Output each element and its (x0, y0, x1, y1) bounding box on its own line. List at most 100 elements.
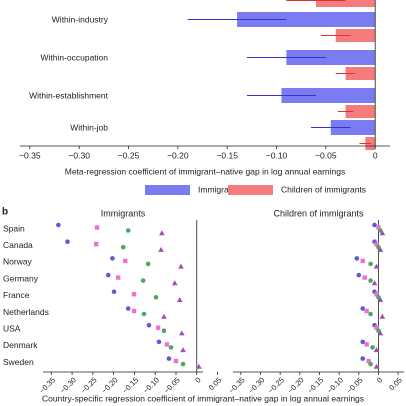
bar (286, 50, 376, 65)
marker (161, 313, 167, 319)
marker (366, 358, 371, 364)
legend-swatch (145, 185, 190, 195)
marker (196, 363, 202, 369)
marker (372, 222, 377, 228)
marker (374, 292, 379, 297)
marker (377, 297, 384, 302)
marker (173, 358, 179, 364)
x-tick-label: 0 (373, 150, 378, 160)
x-axis-label: Country-specific regression coefficient … (42, 393, 364, 403)
marker (373, 347, 380, 353)
marker (354, 256, 360, 261)
category-label: Denmark (3, 340, 38, 350)
marker (176, 297, 183, 302)
marker (179, 330, 185, 336)
marker (378, 228, 383, 233)
category-label: Germany (3, 273, 39, 283)
marker (370, 345, 375, 350)
legend-label: Children of immigrants (281, 184, 366, 194)
marker (360, 339, 366, 345)
marker (155, 325, 161, 330)
marker (364, 342, 369, 347)
marker (364, 308, 369, 314)
bar (316, 0, 376, 7)
marker (125, 228, 131, 233)
category-label: Within-industry (52, 14, 109, 24)
panel-title: Children of immigrants (273, 208, 364, 218)
marker (374, 325, 379, 330)
bar (335, 29, 376, 42)
x-tick-label: −0.10 (266, 150, 288, 160)
x-tick-label: −0.25 (118, 150, 140, 160)
marker (65, 239, 70, 244)
marker (171, 280, 178, 286)
marker (131, 292, 137, 297)
bar (330, 120, 376, 135)
marker (153, 295, 159, 300)
category-label: Canada (3, 240, 33, 250)
legend-swatch (228, 185, 273, 195)
marker (120, 244, 126, 250)
category-label: Within-occupation (40, 52, 108, 62)
marker (116, 275, 121, 280)
marker (368, 361, 373, 367)
marker (379, 313, 386, 319)
marker (164, 342, 170, 347)
marker (93, 242, 99, 247)
category-label: Netherlands (3, 307, 49, 317)
marker (377, 246, 384, 252)
marker (376, 328, 381, 334)
marker (379, 230, 386, 236)
x-tick-label: −0.15 (216, 150, 238, 160)
marker (373, 363, 380, 369)
marker (180, 361, 186, 367)
marker (141, 311, 147, 317)
x-tick-label: −0.30 (68, 150, 90, 160)
marker (178, 263, 184, 269)
marker (376, 225, 381, 230)
marker (356, 272, 362, 278)
marker (94, 225, 100, 230)
marker (156, 339, 162, 345)
x-tick-label: −0.35 (19, 150, 41, 160)
x-tick-label: 0.05 (207, 375, 224, 392)
marker (368, 261, 373, 267)
marker (376, 295, 381, 300)
category-label: USA (3, 323, 21, 333)
bar (345, 105, 376, 118)
marker (158, 246, 164, 252)
category-label: Spain (3, 223, 25, 233)
bar (237, 12, 376, 27)
x-tick-label: 0 (193, 375, 202, 384)
x-tick-label: −0.20 (167, 150, 189, 160)
marker (131, 308, 137, 314)
marker (125, 306, 131, 311)
x-tick-label: 0.05 (387, 375, 404, 392)
marker (371, 280, 378, 286)
marker (110, 256, 115, 261)
marker (159, 230, 165, 236)
marker (360, 356, 366, 361)
marker (123, 258, 128, 264)
category-label: Sweden (3, 357, 34, 367)
category-label: Within-job (70, 122, 108, 132)
bar (345, 67, 376, 80)
marker (105, 272, 111, 278)
panel-label: b (2, 207, 8, 218)
marker (373, 263, 380, 269)
marker (377, 330, 384, 336)
category-label: Norway (3, 257, 33, 267)
marker (146, 322, 152, 328)
marker (140, 278, 146, 283)
panel-title: Immigrants (101, 208, 146, 218)
marker (111, 289, 117, 295)
legend-label: Immigrants (198, 184, 240, 194)
marker (374, 242, 379, 247)
marker (376, 244, 381, 250)
marker (362, 275, 367, 280)
marker (166, 356, 172, 361)
marker (368, 311, 373, 317)
bar (281, 88, 376, 103)
marker (168, 345, 174, 350)
x-tick-label: −0.05 (315, 150, 337, 160)
